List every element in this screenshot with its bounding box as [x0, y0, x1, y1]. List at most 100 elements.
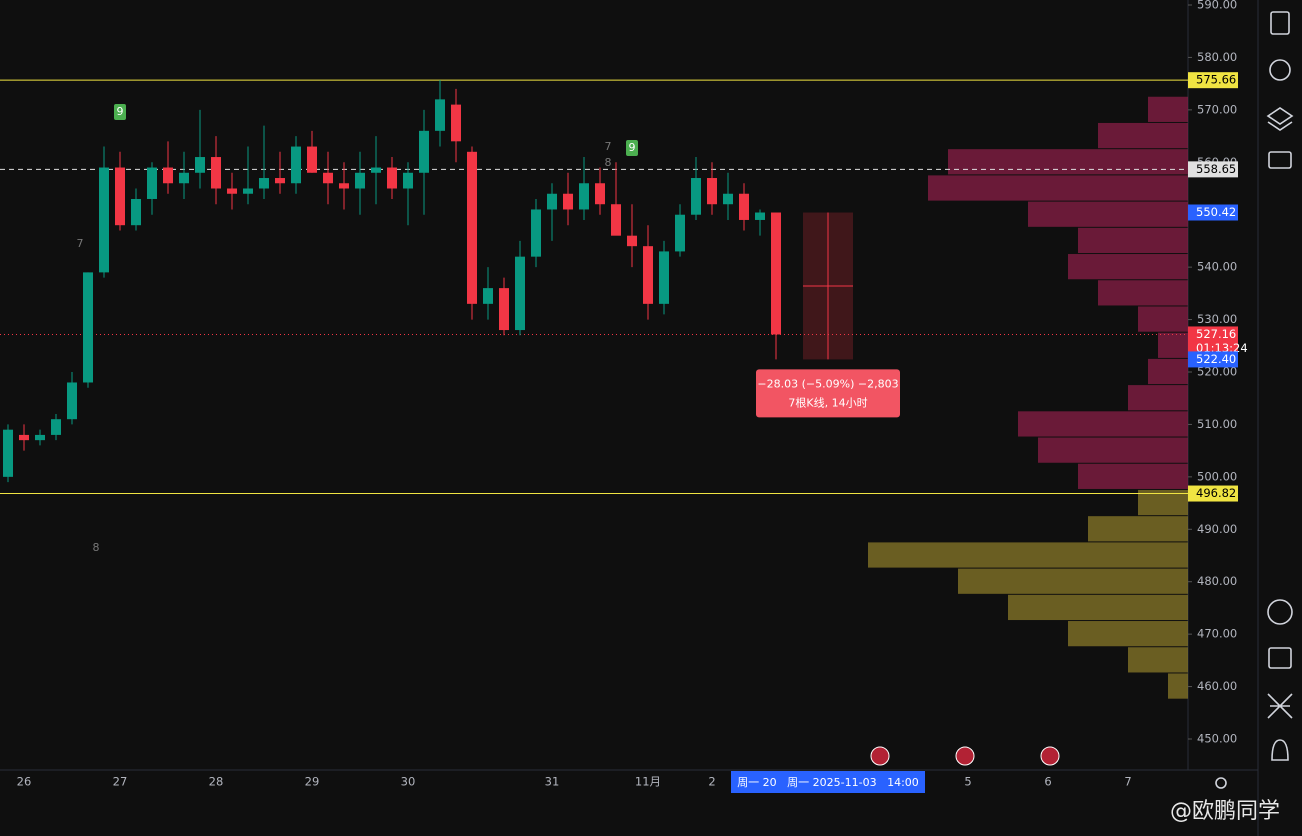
annotation-flag	[114, 104, 126, 120]
y-tick-label: 540.00	[1197, 260, 1237, 274]
level-tag	[1188, 72, 1238, 89]
candle-body	[99, 167, 109, 273]
candle-body	[515, 256, 525, 331]
candle-body	[115, 167, 125, 226]
candle-body	[435, 99, 445, 131]
icon-settings[interactable]	[1215, 777, 1227, 789]
candle-body	[371, 167, 381, 173]
y-tick-label: 510.00	[1197, 417, 1237, 431]
candle-body	[163, 167, 173, 184]
x-tick-label: 5	[964, 775, 971, 789]
measure-label-bg	[756, 369, 900, 418]
x-tick-label: 11月	[635, 775, 661, 789]
profile-bar	[868, 542, 1188, 568]
profile-bar	[1068, 254, 1188, 280]
y-tick-label: 520.00	[1197, 365, 1237, 379]
candle-body	[707, 178, 717, 205]
y-tick-label: 490.00	[1197, 522, 1237, 536]
candle-body	[211, 157, 221, 189]
icon-web[interactable]	[1267, 693, 1293, 719]
candle-body	[755, 212, 765, 220]
candle-body	[595, 183, 605, 205]
annotation: 7	[605, 140, 612, 153]
candle-body	[467, 151, 477, 304]
watermark: @欧鹏同学	[1170, 799, 1280, 824]
candle-body	[419, 130, 429, 173]
icon-alarm[interactable]	[1269, 59, 1291, 81]
profile-bar	[1098, 280, 1188, 306]
event-icons	[870, 746, 1060, 766]
x-tick-label: 27	[113, 775, 128, 789]
profile-bar	[1158, 332, 1188, 358]
candle-body	[579, 183, 589, 210]
candle-body	[195, 157, 205, 173]
candle-body	[3, 429, 13, 477]
x-tick-label: 26	[17, 775, 32, 789]
annotation-flag	[626, 140, 638, 156]
icon-layers[interactable]	[1266, 107, 1294, 131]
candle-body	[531, 209, 541, 257]
candle-body	[403, 172, 413, 189]
candle-body	[307, 146, 317, 173]
annotation: 7	[77, 237, 84, 250]
event-flag[interactable]	[955, 746, 975, 766]
profile-bar	[1008, 594, 1188, 621]
candle-body	[67, 382, 77, 420]
icon-calendar[interactable]	[1268, 647, 1292, 669]
level-label: 558.65	[1196, 162, 1236, 176]
candle-body	[499, 288, 509, 331]
icon-bell[interactable]	[1271, 739, 1289, 761]
candle-body	[243, 188, 253, 194]
toolbar	[1215, 11, 1294, 789]
y-tick-label: 450.00	[1197, 732, 1237, 746]
candle-body	[275, 178, 285, 184]
candle-body	[259, 178, 269, 189]
y-tick-label: 500.00	[1197, 469, 1237, 483]
icon-list[interactable]	[1270, 11, 1290, 35]
annotation: 8	[605, 156, 612, 169]
profile-bar	[1038, 437, 1188, 463]
icon-chat[interactable]	[1268, 151, 1292, 169]
y-tick-label: 460.00	[1197, 679, 1237, 693]
candle-body	[771, 212, 781, 335]
candle-body	[291, 146, 301, 184]
level-tag	[1188, 485, 1238, 502]
icon-target[interactable]	[1267, 599, 1293, 625]
y-tick-label: 580.00	[1197, 50, 1237, 64]
price-tag-label: 550.42	[1196, 205, 1236, 219]
price-tag-label: 522.40	[1196, 352, 1236, 366]
measure-line2: 7根K线, 14小时	[788, 395, 867, 409]
profile-bar	[1138, 306, 1188, 332]
y-tick-label: 570.00	[1197, 102, 1237, 116]
candle-body	[563, 193, 573, 210]
profile-bar	[1028, 201, 1188, 227]
candle-body	[323, 172, 333, 184]
profile-bar	[1148, 96, 1188, 122]
candle-body	[51, 419, 61, 435]
event-flag[interactable]	[1040, 746, 1060, 766]
profile-bar	[1088, 516, 1188, 542]
candle-body	[547, 193, 557, 210]
profile-bar	[1078, 463, 1188, 489]
price-tag	[1188, 351, 1238, 368]
level-label: 575.66	[1196, 73, 1236, 87]
candle-body	[483, 288, 493, 304]
candle-body	[131, 198, 141, 226]
event-flag[interactable]	[870, 746, 890, 766]
candle-body	[387, 167, 397, 189]
profile-bar	[1078, 227, 1188, 254]
x-tick-label: 31	[545, 775, 560, 789]
crosshair-label: 周一 20 周一 2025-11-03 14:00	[737, 776, 919, 789]
x-tick-label: 7	[1124, 775, 1131, 789]
candle-body	[227, 188, 237, 194]
candle-body	[659, 251, 669, 304]
candle-body	[35, 434, 45, 441]
measure-line1: −28.03 (−5.09%) −2,803	[757, 377, 898, 390]
candle-body	[723, 193, 733, 205]
candle-body	[451, 104, 461, 142]
candle-body	[179, 172, 189, 184]
crosshair-tag	[731, 771, 925, 793]
candle-body	[611, 204, 621, 236]
candle-body	[691, 178, 701, 215]
